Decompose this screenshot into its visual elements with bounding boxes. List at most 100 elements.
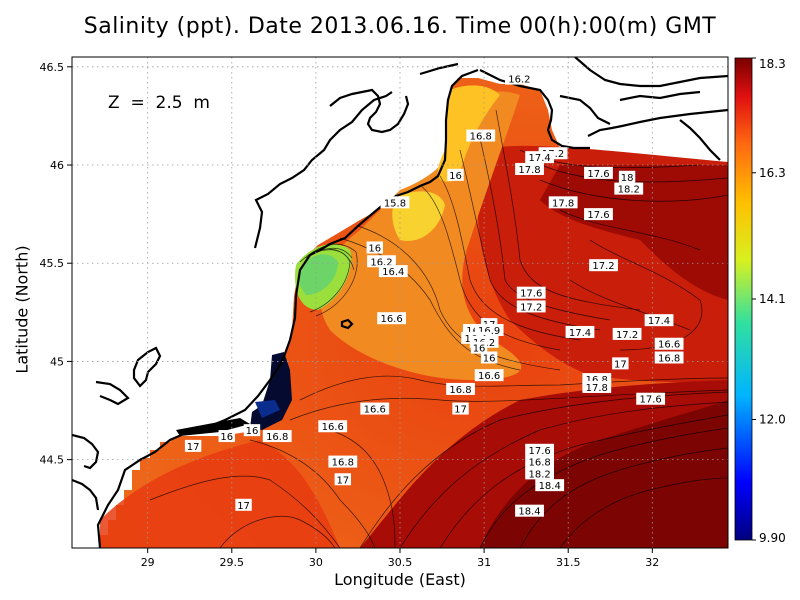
contour-label-box <box>466 129 496 142</box>
contour-label-text: 17.8 <box>586 383 608 394</box>
contour-label: 17.6 <box>584 166 613 180</box>
contour-label-text: 16 <box>368 244 381 255</box>
very-high-salinity-ne <box>540 165 728 300</box>
contour-label-box <box>525 455 555 468</box>
contour-label-text: 16.8 <box>266 432 288 443</box>
contour-label-text: 16.4 <box>382 267 404 278</box>
contour-label-text: 16.8 <box>658 353 680 364</box>
contour-label: 16 <box>243 424 261 437</box>
contour-label-box <box>328 455 358 468</box>
contour-label-box <box>525 443 555 456</box>
contour-label-text: 16.2 <box>508 75 530 86</box>
contour-label: 17 <box>452 402 469 416</box>
contour-label-text: 18.4 <box>518 507 540 518</box>
contour-label: 17.4 <box>644 314 674 327</box>
contour-label: 16.6 <box>360 402 390 416</box>
contour-labels: 16.216.817.217.417.817.61818.21615.817.8… <box>184 72 684 518</box>
coastline <box>72 57 728 548</box>
contour-label-box <box>377 312 406 325</box>
contour-label: 16 <box>480 351 498 364</box>
y-axis-ticks: 44.5 45 45.5 46 46.5 <box>40 61 72 467</box>
contour-label-text: 17.6 <box>520 289 542 300</box>
contour-label-text: 16 <box>483 353 496 364</box>
contour-label: 16.8 <box>654 351 684 364</box>
x-tick-label: 29 <box>141 556 155 569</box>
contour-label: 17 <box>334 473 352 486</box>
contour-label-box <box>334 473 352 486</box>
contour-label-text: 16 <box>220 432 233 443</box>
contour-label: 18.4 <box>535 479 565 492</box>
contour-label-box <box>505 72 534 85</box>
contour-label: 16.8 <box>262 430 292 443</box>
contour-label-box <box>654 337 684 350</box>
contour-label-box <box>470 341 488 354</box>
colorbar-tick-label: 14.1 <box>759 292 786 306</box>
contour-label-text: 17.8 <box>552 198 574 209</box>
contour-label-text: 16.8 <box>470 132 492 143</box>
x-axis-ticks: 29 29.5 30 30.5 31 31.5 32 <box>141 548 659 569</box>
contour-label-text: 16.8 <box>332 458 354 469</box>
contour-label-text: 17.2 <box>520 302 542 313</box>
contour-label: 16 <box>447 168 464 182</box>
contour-label: 17.2 <box>589 259 618 272</box>
colorbar-tick-label: 12.0 <box>759 413 786 427</box>
y-tick-label: 45.5 <box>40 257 65 270</box>
contour-label-text: 17.6 <box>587 169 609 180</box>
contour-label-box <box>452 402 469 415</box>
x-tick-label: 30.5 <box>388 556 413 569</box>
contour-label-box <box>582 380 612 393</box>
contour-label-text: 16.6 <box>380 314 402 325</box>
contour-label: 17.6 <box>584 208 613 221</box>
contour-label-text: 17 <box>336 475 349 486</box>
contour-label-box <box>612 327 642 340</box>
contour-label: 15.8 <box>380 196 410 209</box>
contour-label: 17.8 <box>515 162 544 176</box>
contour-label-box <box>318 420 348 433</box>
gridlines <box>72 57 728 548</box>
contour-label-box <box>474 369 504 382</box>
contour-label-text: 16.6 <box>478 371 500 382</box>
contour-label-box <box>525 467 555 480</box>
contour-label-text: 17 <box>614 359 627 370</box>
contour-label: 17.2 <box>516 300 546 313</box>
contour-label-box <box>235 498 252 511</box>
contour-label: 16.8 <box>328 455 358 469</box>
contour-label-box <box>584 208 613 221</box>
x-axis-label: Longitude (East) <box>334 570 466 589</box>
contour-label-box <box>447 168 464 181</box>
contour-label: 16.8 <box>446 382 475 396</box>
depth-label: Z = 2.5 m <box>108 93 210 113</box>
x-tick-label: 31.5 <box>556 556 581 569</box>
contour-label-box <box>243 424 261 437</box>
contour-label: 17.2 <box>612 327 642 341</box>
contour-label: 16 <box>218 430 235 443</box>
contour-label-text: 16.9 <box>478 326 500 337</box>
x-tick-label: 29.5 <box>220 556 245 569</box>
y-tick-label: 44.5 <box>40 454 65 467</box>
contour-label-box <box>446 382 475 395</box>
contour-label: 17.8 <box>548 196 578 209</box>
contour-label-box <box>565 325 595 338</box>
contour-label: 16.6 <box>474 369 504 382</box>
contour-label: 16.2 <box>367 255 396 268</box>
contour-label-box <box>366 241 383 254</box>
contour-label: 17.4 <box>565 325 595 339</box>
contour-label-box <box>515 504 544 517</box>
contour-label: 16.6 <box>377 312 406 325</box>
contour-label-text: 16.2 <box>370 257 392 268</box>
x-tick-label: 32 <box>645 556 659 569</box>
contour-label-box <box>218 430 235 443</box>
contour-label-text: 17.2 <box>592 261 614 272</box>
contour-label: 16.4 <box>378 265 408 278</box>
contour-label: 17 <box>184 439 202 453</box>
contour-label-text: 17.8 <box>518 165 540 176</box>
contour-label-box <box>480 351 498 364</box>
contour-label-box <box>525 151 555 164</box>
contour-label-text: 17 <box>187 442 200 453</box>
contour-label: 17.6 <box>525 443 555 457</box>
contour-label-text: 17.6 <box>639 395 661 406</box>
contour-label: 18 <box>618 170 636 184</box>
contour-label: 18.2 <box>525 467 555 480</box>
contour-label-text: 16.8 <box>449 385 471 396</box>
